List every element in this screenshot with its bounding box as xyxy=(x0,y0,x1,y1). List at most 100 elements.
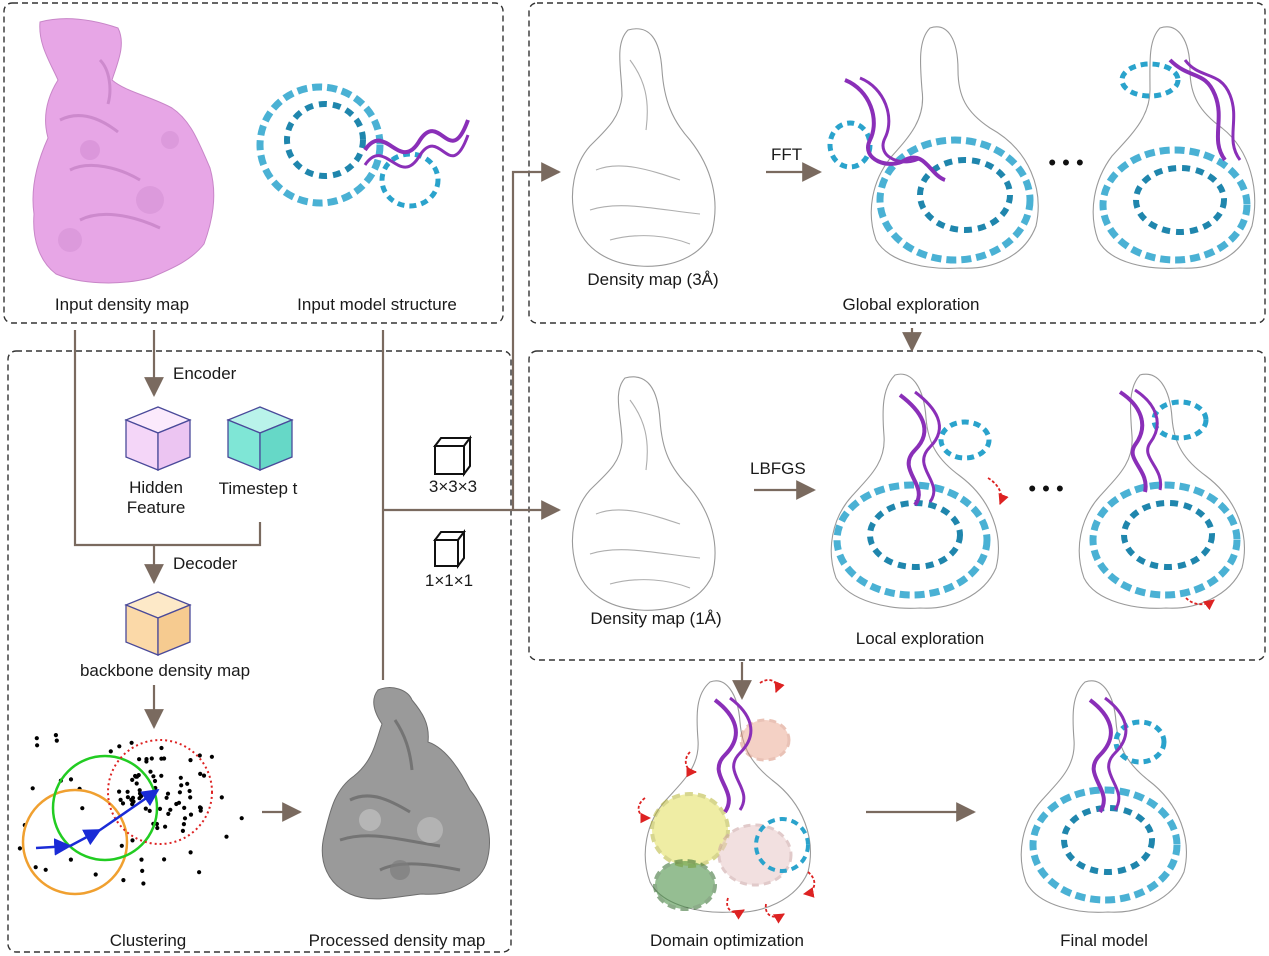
backbone-density-map-label: backbone density map xyxy=(79,661,251,680)
cluster-point xyxy=(188,812,194,817)
local-exploration-panel xyxy=(528,350,1266,661)
density-map-1a-label: Density map (1Å) xyxy=(590,609,722,628)
cluster-point xyxy=(159,773,164,778)
domain-optimization-image xyxy=(637,679,816,924)
density-map-3a-image xyxy=(571,28,716,267)
cluster-point xyxy=(209,754,214,759)
cluster-point xyxy=(155,825,160,831)
cluster-point xyxy=(43,867,48,872)
input-model-structure-label: Input model structure xyxy=(297,295,457,314)
cluster-point xyxy=(140,868,145,874)
cluster-point xyxy=(159,745,164,751)
cluster-point xyxy=(53,733,59,738)
cluster-point xyxy=(168,807,173,812)
decoder-label: Decoder xyxy=(173,554,238,573)
cube-icon xyxy=(433,435,472,477)
cluster-point xyxy=(197,870,202,875)
cluster-point xyxy=(120,801,126,806)
cluster-point xyxy=(166,811,171,817)
timestep-cube xyxy=(226,406,294,471)
cluster-point xyxy=(143,806,148,811)
cluster-point xyxy=(151,774,156,779)
cluster-point xyxy=(159,756,164,761)
timestep-label: Timestep t xyxy=(218,479,298,498)
input-density-map-label: Input density map xyxy=(54,295,190,314)
cluster-point xyxy=(182,805,187,811)
cluster-point xyxy=(54,738,59,743)
cluster-point xyxy=(131,799,136,804)
cluster-point xyxy=(68,857,73,862)
inputs-panel xyxy=(3,2,504,324)
final-model-image xyxy=(1020,680,1187,913)
global-exploration-panel xyxy=(528,2,1266,324)
kernel-small-label: 1×1×1 xyxy=(424,571,474,590)
cluster-point xyxy=(93,872,98,877)
cluster-point xyxy=(177,790,182,795)
cluster-point xyxy=(130,795,136,801)
cluster-point xyxy=(163,824,168,829)
processed-density-map-image xyxy=(321,687,490,900)
cluster-point xyxy=(180,828,185,834)
cluster-point xyxy=(198,808,203,813)
cluster-point xyxy=(119,843,124,848)
cluster-point xyxy=(162,857,167,862)
cluster-point xyxy=(125,789,130,794)
cluster-point xyxy=(198,771,203,777)
cluster-point xyxy=(174,801,179,807)
global-fit-result-1 xyxy=(827,26,1039,269)
local-ellipsis: • • • xyxy=(1028,476,1063,501)
cluster-point xyxy=(34,736,39,741)
cluster-point xyxy=(164,795,169,800)
cluster-point xyxy=(30,786,35,791)
preprocessing-panel xyxy=(7,350,512,953)
cluster-point xyxy=(139,857,144,862)
local-fit-result-1 xyxy=(830,373,1009,609)
cluster-point xyxy=(129,740,134,745)
cluster-point xyxy=(152,778,158,784)
global-exploration-title: Global exploration xyxy=(842,295,980,314)
cluster-point xyxy=(197,753,202,758)
cluster-point xyxy=(121,878,126,883)
cluster-point xyxy=(137,757,142,762)
kernel-large-label: 3×3×3 xyxy=(428,477,478,496)
domain-optimization-label: Domain optimization xyxy=(649,931,805,950)
cluster-point xyxy=(181,822,186,827)
cluster-point xyxy=(125,795,130,800)
cluster-point xyxy=(188,850,193,855)
global-ellipsis: • • • xyxy=(1048,150,1083,175)
cluster-point xyxy=(137,796,142,801)
cluster-point xyxy=(137,791,143,796)
cluster-point xyxy=(80,806,85,811)
cluster-point xyxy=(149,756,154,761)
clustering-label: Clustering xyxy=(109,931,187,950)
cluster-point xyxy=(219,795,224,800)
cluster-point xyxy=(133,773,138,779)
encoder-label: Encoder xyxy=(173,364,237,383)
cube-icon xyxy=(433,529,466,569)
global-fit-result-2 xyxy=(1092,26,1256,269)
final-model-label: Final model xyxy=(1060,931,1148,950)
density-map-1a-image xyxy=(571,376,716,611)
cluster-point xyxy=(108,749,113,754)
cluster-point xyxy=(134,781,139,786)
hidden-feature-cube xyxy=(124,406,192,471)
cluster-point xyxy=(165,791,171,796)
input-model-structure-image xyxy=(256,83,470,209)
cluster-point xyxy=(144,757,149,762)
cluster-point xyxy=(35,743,40,748)
processed-density-map-label: Processed density map xyxy=(308,931,486,950)
cluster-point xyxy=(141,881,146,886)
lbfgs-label: LBFGS xyxy=(750,459,806,478)
cluster-point xyxy=(118,797,123,803)
cluster-point xyxy=(182,816,188,821)
input-density-map-image xyxy=(32,18,215,284)
density-map-3a-label: Density map (3Å) xyxy=(587,270,719,289)
cluster-point xyxy=(147,808,152,814)
cluster-point xyxy=(117,744,122,749)
cluster-point xyxy=(185,781,190,786)
cluster-point xyxy=(188,795,193,800)
cluster-point xyxy=(188,758,193,763)
clustering-image xyxy=(17,733,244,896)
cluster-point xyxy=(130,777,135,783)
